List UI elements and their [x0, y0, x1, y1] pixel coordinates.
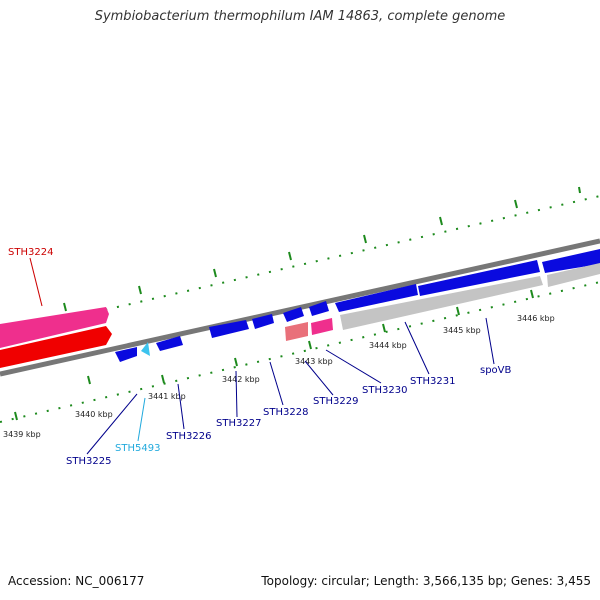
scale-label-3439: 3439 kbp — [3, 430, 41, 439]
leader-lines — [29, 257, 495, 455]
gene-grey-2[interactable] — [547, 263, 600, 287]
gene-sth3227[interactable] — [209, 320, 249, 338]
genome-title: Symbiobacterium thermophilum IAM 14863, … — [94, 9, 506, 24]
gene-label-sth3228[interactable]: STH3228 — [263, 407, 308, 418]
gene-label-sth3231[interactable]: STH3231 — [410, 376, 455, 387]
gene-sth3229-lower[interactable] — [309, 301, 329, 316]
gene-reverse-1[interactable] — [115, 347, 137, 362]
gene-label-sth3229[interactable]: STH3229 — [313, 396, 358, 407]
gene-grey-1[interactable] — [340, 276, 543, 330]
lower-tick-track — [0, 281, 600, 423]
gene-label-sth3225[interactable]: STH3225 — [66, 456, 111, 467]
gene-sth3226[interactable] — [156, 336, 183, 351]
gene-label-sth5493[interactable]: STH5493 — [115, 443, 160, 454]
gene-label-sth3226[interactable]: STH3226 — [166, 431, 211, 442]
scale-label-3446: 3446 kbp — [517, 314, 555, 323]
gene-sth3229-upper[interactable] — [283, 307, 304, 322]
gene-sth3230[interactable] — [335, 284, 418, 312]
gene-label-sth3230[interactable]: STH3230 — [362, 385, 407, 396]
accession-label: Accession: NC_006177 — [8, 574, 145, 588]
gene-pink-small[interactable] — [311, 318, 333, 335]
gene-sth3228[interactable] — [252, 314, 274, 329]
gene-sth3224-pink[interactable] — [0, 307, 109, 348]
gene-sth3231[interactable] — [418, 260, 540, 296]
gene-sth5493[interactable] — [141, 342, 150, 356]
genome-summary: Topology: circular; Length: 3,566,135 bp… — [261, 574, 591, 588]
scale-label-3442: 3442 kbp — [222, 375, 260, 384]
scale-label-3445: 3445 kbp — [443, 326, 481, 335]
gene-label-spovb[interactable]: spoVB — [480, 365, 512, 376]
gene-salmon[interactable] — [285, 322, 308, 341]
scale-label-3440: 3440 kbp — [75, 410, 113, 419]
scale-label-3444: 3444 kbp — [369, 341, 407, 350]
scale-label-3441: 3441 kbp — [148, 392, 186, 401]
gene-label-sth3224[interactable]: STH3224 — [8, 247, 53, 258]
gene-label-sth3227[interactable]: STH3227 — [216, 418, 261, 429]
gene-red[interactable] — [0, 326, 112, 368]
gene-spovb[interactable] — [542, 249, 600, 273]
scale-label-3443: 3443 kbp — [295, 357, 333, 366]
